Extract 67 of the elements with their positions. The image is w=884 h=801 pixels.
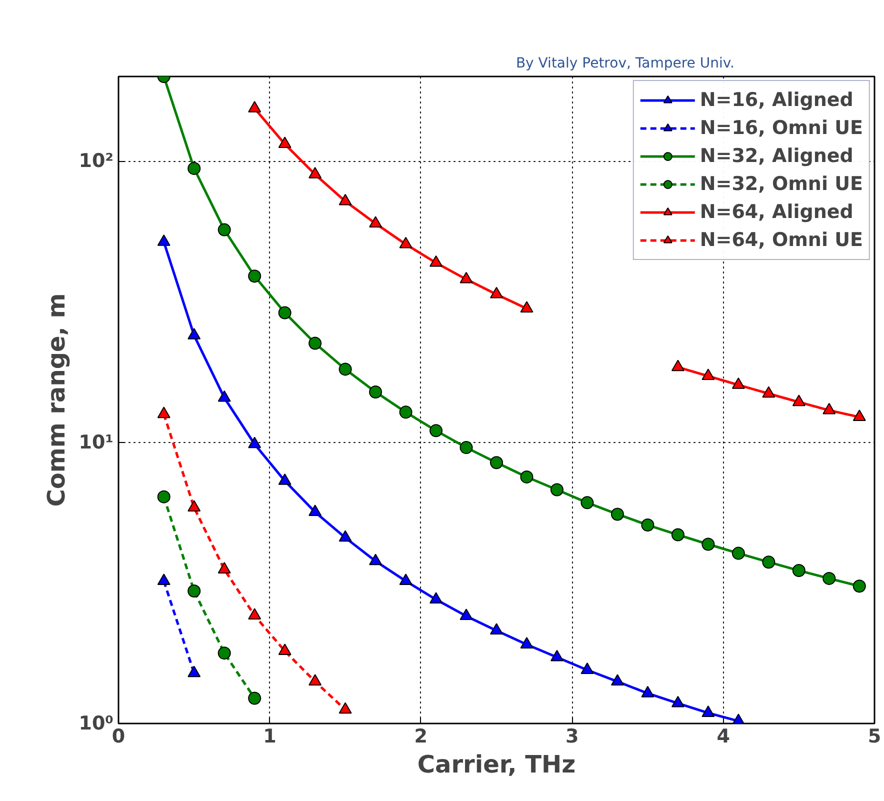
legend-label: N=16, Aligned bbox=[700, 88, 854, 113]
y-tick-label: 10⁰ bbox=[78, 712, 114, 734]
point bbox=[671, 360, 684, 372]
point bbox=[308, 674, 322, 686]
point bbox=[278, 644, 292, 656]
x-tick-label: 5 bbox=[868, 726, 882, 748]
point bbox=[520, 301, 534, 313]
legend-label: N=16, Omni UE bbox=[700, 116, 863, 141]
point bbox=[157, 234, 170, 246]
point bbox=[338, 702, 352, 714]
point bbox=[641, 686, 654, 698]
point bbox=[218, 562, 231, 574]
x-tick-label: 3 bbox=[565, 726, 579, 748]
x-tick-label: 4 bbox=[716, 726, 730, 748]
x-tick-label: 1 bbox=[263, 726, 276, 748]
point bbox=[580, 662, 594, 674]
point bbox=[399, 574, 412, 586]
x-axis-title: Carrier, THz bbox=[417, 750, 576, 778]
legend-label: N=64, Omni UE bbox=[700, 228, 863, 253]
point bbox=[520, 470, 534, 484]
point bbox=[278, 473, 292, 485]
point bbox=[610, 674, 624, 686]
point bbox=[732, 378, 745, 389]
point bbox=[218, 390, 231, 402]
point bbox=[369, 216, 382, 228]
point bbox=[430, 592, 443, 604]
point bbox=[520, 637, 534, 648]
point bbox=[490, 286, 503, 298]
point bbox=[188, 500, 201, 512]
y-tick-label: 10¹ bbox=[78, 431, 114, 454]
point bbox=[369, 554, 382, 566]
point bbox=[188, 328, 201, 340]
point bbox=[248, 436, 262, 448]
point bbox=[822, 572, 836, 585]
y-axis-title: Comm range, m bbox=[42, 293, 71, 507]
point bbox=[822, 402, 836, 414]
x-tick-label: 0 bbox=[112, 726, 126, 748]
point bbox=[550, 650, 564, 662]
point bbox=[308, 504, 322, 516]
point bbox=[248, 608, 262, 620]
point bbox=[852, 410, 866, 422]
point bbox=[188, 162, 201, 175]
point bbox=[762, 386, 776, 398]
point bbox=[278, 136, 292, 148]
point bbox=[338, 194, 352, 206]
legend-label: N=32, Aligned bbox=[700, 144, 854, 169]
x-tick-label: 2 bbox=[414, 726, 428, 748]
point bbox=[460, 272, 473, 284]
point bbox=[188, 584, 201, 598]
legend-label: N=64, Aligned bbox=[700, 200, 854, 225]
point bbox=[157, 406, 170, 418]
point bbox=[702, 368, 715, 380]
point bbox=[430, 255, 443, 267]
point bbox=[490, 623, 503, 635]
point bbox=[792, 394, 806, 406]
point bbox=[308, 166, 322, 178]
point bbox=[671, 696, 684, 708]
point bbox=[399, 236, 412, 248]
point bbox=[248, 100, 262, 112]
point bbox=[157, 490, 170, 504]
point bbox=[338, 530, 352, 542]
legend-label: N=32, Omni UE bbox=[700, 172, 863, 197]
point bbox=[702, 706, 715, 717]
y-tick-label: 10² bbox=[78, 150, 114, 172]
point bbox=[460, 608, 473, 620]
text: By Vitaly Petrov, Tampere Univ. bbox=[516, 56, 735, 72]
point bbox=[732, 546, 745, 560]
